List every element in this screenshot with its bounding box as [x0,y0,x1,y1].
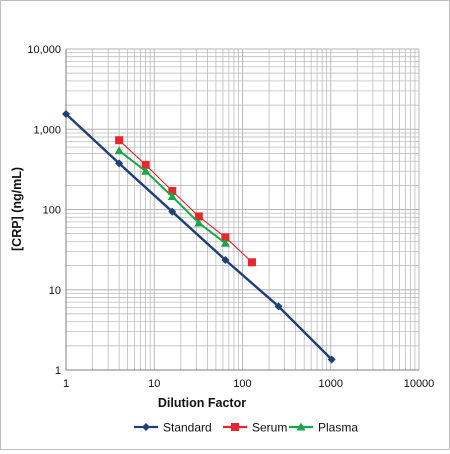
y-tick-label: 1 [55,365,61,377]
standard-point [62,109,70,118]
standard-point [327,355,336,364]
y-tick-label: 100 [43,205,61,217]
y-tick-label: 10,000 [27,44,61,56]
plasma-point [194,218,204,227]
legend-label: Serum [252,421,287,435]
serum-point [115,136,124,145]
legend-item-standard: Standard [134,421,212,435]
plasma-point [141,166,151,175]
standard-point [221,255,230,264]
series-standard [62,109,336,364]
serum-point [141,160,150,169]
legend-swatch-marker [142,423,150,431]
x-tick-label: 100 [233,378,251,390]
series-serum [115,136,256,267]
standard-point [115,159,124,168]
serum-line [118,139,253,263]
legend-item-plasma: Plasma [289,421,358,435]
standard-line [65,113,333,361]
standard-point [168,207,177,216]
legend: Standard Serum Plasma [134,421,358,435]
y-tick-label: 1,000 [33,124,61,136]
y-axis-label: [CRP] (ng/mL) [10,167,24,251]
x-axis-label: Dilution Factor [158,396,246,410]
serum-point [194,212,203,221]
legend-swatch-marker [296,422,306,431]
x-tick-label: 1000 [319,378,343,390]
series [62,109,336,364]
serum-point [168,187,177,196]
legend-label: Standard [163,421,212,435]
legend-item-serum: Serum [223,421,287,435]
plasma-point [114,146,124,155]
plasma-point [167,192,177,201]
x-tick-label: 10 [148,378,160,390]
x-tick-label: 10000 [404,378,435,390]
serum-point [247,258,256,267]
plasma-point [220,238,230,247]
axes: 1 10 100 1000 10000 1 10 100 1,000 10,000 [27,44,434,390]
grid [65,48,420,371]
y-tick-label: 10 [49,285,61,297]
legend-label: Plasma [318,421,358,435]
series-plasma [114,146,230,247]
x-tick-label: 1 [63,378,69,390]
serum-point [221,233,230,242]
legend-swatch-marker [231,423,239,431]
standard-point [274,302,283,311]
